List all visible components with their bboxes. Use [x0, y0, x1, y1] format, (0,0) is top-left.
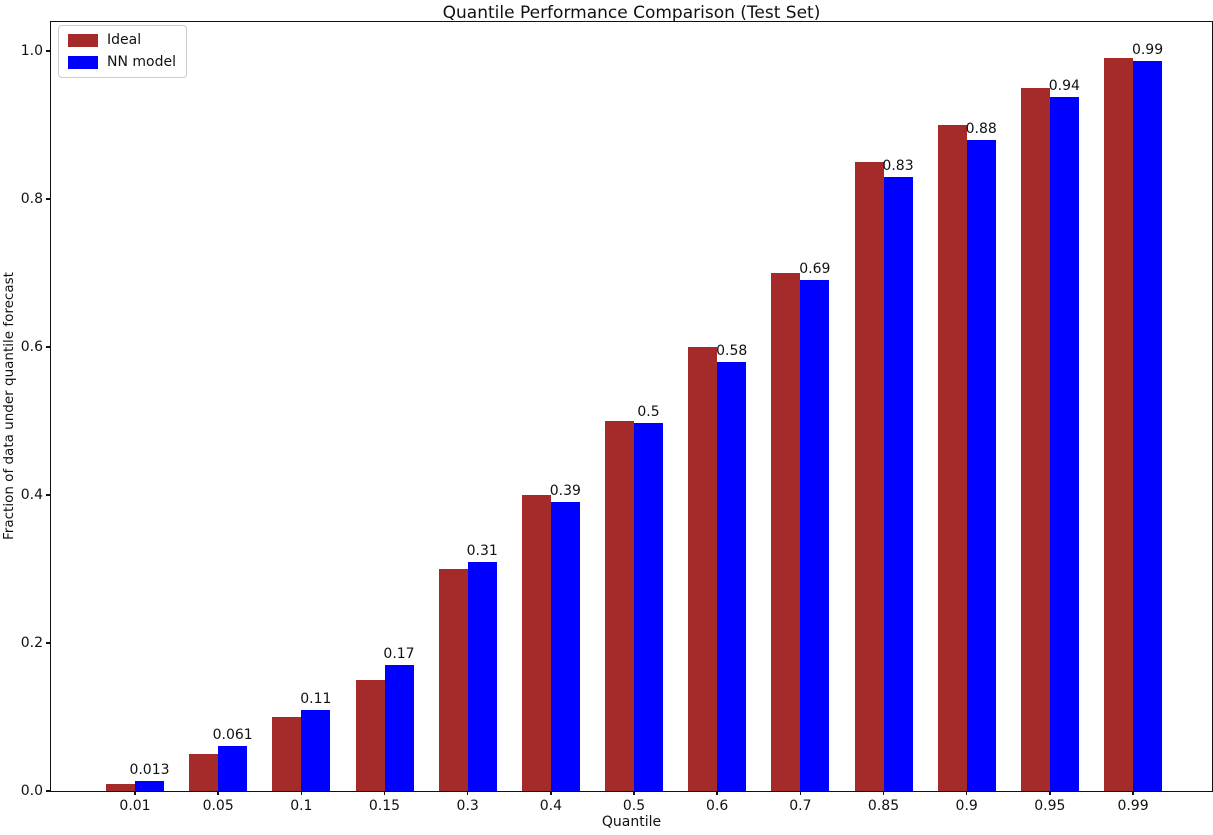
bar-value-label: 0.58	[716, 342, 748, 359]
bar-value-label: 0.31	[466, 542, 498, 559]
x-tick-mark	[966, 791, 968, 795]
y-tick-mark	[46, 790, 50, 792]
bar-ideal	[1104, 58, 1134, 791]
y-tick-label: 0.2	[20, 635, 43, 651]
bar-ideal	[106, 783, 135, 791]
bar-ideal	[771, 273, 801, 791]
legend-label-ideal: Ideal	[107, 32, 142, 48]
x-tick-mark	[550, 791, 552, 795]
chart-title: Quantile Performance Comparison (Test Se…	[442, 3, 821, 23]
y-tick-label: 0.8	[20, 191, 43, 207]
y-tick-label: 0.6	[20, 339, 43, 355]
y-tick-label: 0.0	[20, 783, 43, 799]
x-tick-mark	[466, 791, 469, 795]
x-tick-label: 0.95	[1034, 798, 1066, 814]
y-tick-mark	[46, 642, 50, 644]
bar-nn-model	[467, 561, 497, 791]
bar-ideal	[605, 421, 635, 791]
x-tick-label: 0.05	[202, 798, 234, 814]
bar-value-label: 0.061	[212, 726, 253, 743]
bar-value-label: 0.94	[1048, 77, 1080, 94]
legend-swatch-nn-model-icon	[68, 56, 98, 69]
x-tick-label: 0.85	[867, 798, 900, 814]
legend-swatch-ideal-icon	[68, 34, 98, 47]
y-tick-mark	[46, 198, 50, 200]
bar-value-label: 0.11	[300, 690, 332, 707]
x-tick-label: 0.1	[290, 798, 313, 814]
x-tick-label: 0.01	[119, 798, 151, 814]
x-axis-label: Quantile	[601, 814, 662, 830]
y-tick-mark	[46, 494, 50, 496]
legend: Ideal NN model	[58, 25, 187, 78]
x-tick-mark	[1049, 791, 1051, 795]
bar-nn-model	[301, 709, 331, 791]
x-tick-mark	[300, 791, 303, 795]
bar-nn-model	[218, 745, 248, 791]
bar-ideal	[189, 754, 219, 791]
bar-value-label: 0.88	[965, 120, 997, 137]
legend-label-nn-model: NN model	[107, 54, 176, 70]
bar-nn-model	[966, 139, 996, 791]
bar-ideal	[1020, 88, 1050, 791]
bar-ideal	[438, 569, 468, 791]
legend-item-ideal: Ideal	[68, 33, 176, 48]
bar-ideal	[355, 680, 385, 791]
x-tick-label: 0.99	[1117, 798, 1149, 814]
x-tick-label: 0.15	[368, 798, 401, 814]
x-tick-label: 0.5	[622, 798, 646, 814]
bar-nn-model	[1133, 60, 1163, 791]
y-tick-label: 0.4	[20, 487, 43, 503]
x-tick-label: 0.9	[955, 798, 978, 814]
bar-value-label: 0.013	[129, 762, 170, 779]
x-tick-label: 0.6	[706, 798, 729, 814]
x-tick-mark	[134, 791, 136, 795]
legend-item-nn-model: NN model	[68, 55, 176, 70]
bar-value-label: 0.5	[637, 404, 660, 421]
y-tick-mark	[46, 50, 50, 52]
bar-nn-model	[384, 665, 414, 791]
bar-ideal	[521, 495, 551, 791]
x-tick-label: 0.7	[789, 798, 812, 814]
x-tick-mark	[633, 791, 635, 795]
bar-ideal	[937, 125, 967, 791]
bar-nn-model	[634, 423, 664, 791]
x-tick-mark	[383, 791, 386, 795]
x-tick-mark	[799, 791, 802, 795]
y-tick-mark	[46, 346, 50, 348]
bar-nn-model	[717, 361, 747, 791]
x-tick-mark	[882, 791, 885, 795]
bar-value-label: 0.17	[383, 646, 415, 663]
bar-ideal	[688, 347, 718, 791]
bar-nn-model	[800, 280, 830, 791]
x-tick-mark	[1132, 791, 1134, 795]
y-tick-label: 1.0	[20, 43, 43, 59]
x-tick-mark	[217, 791, 219, 795]
x-tick-mark	[716, 791, 718, 795]
bar-ideal	[854, 162, 884, 791]
bar-value-label: 0.39	[549, 483, 581, 500]
bar-value-label: 0.69	[799, 261, 831, 278]
x-tick-label: 0.3	[456, 798, 479, 814]
x-tick-label: 0.4	[539, 798, 562, 814]
bar-value-label: 0.99	[1131, 41, 1164, 58]
bar-nn-model	[135, 781, 164, 791]
y-axis-label: Fraction of data under quantile forecast	[1, 272, 17, 541]
bar-nn-model	[883, 176, 913, 791]
bar-value-label: 0.83	[882, 157, 914, 174]
bar-nn-model	[1049, 96, 1079, 791]
bar-nn-model	[550, 502, 580, 791]
plot-area: Ideal NN model 0.0 0.2 0.4 0.6 0.8 1.0 0.01 0.0…	[21, 21, 1213, 814]
bar-ideal	[272, 717, 302, 791]
